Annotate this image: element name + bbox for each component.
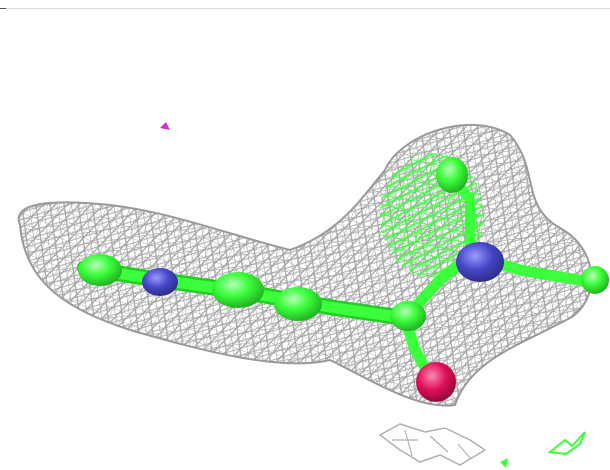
carbon-atom bbox=[78, 254, 122, 286]
top-divider-line bbox=[0, 8, 610, 9]
carbon-atom bbox=[274, 287, 322, 321]
nitrogen-atom bbox=[142, 268, 178, 296]
carbon-atom bbox=[436, 157, 468, 193]
top-divider-tick bbox=[0, 8, 6, 9]
stray-density-dot bbox=[160, 122, 170, 130]
stray-density-fragments bbox=[160, 122, 586, 468]
carbon-atom bbox=[212, 272, 264, 308]
stray-green-fragment bbox=[500, 458, 508, 468]
molecule-atoms bbox=[78, 157, 609, 402]
stray-mesh-lines bbox=[392, 429, 471, 459]
oxygen-atom bbox=[416, 362, 456, 402]
nitrogen-atom bbox=[456, 242, 504, 282]
carbon-atom bbox=[581, 266, 609, 294]
stray-green-mesh bbox=[547, 431, 586, 456]
stray-mesh-fragment bbox=[378, 423, 487, 466]
carbon-atom bbox=[390, 301, 426, 331]
